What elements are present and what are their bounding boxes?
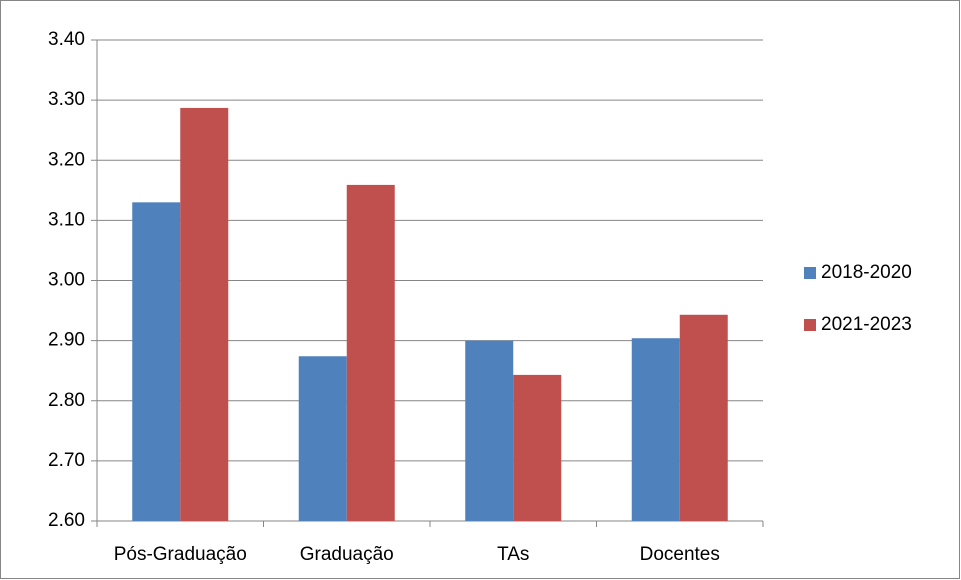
y-tick-label: 3.30: [48, 89, 85, 110]
y-tick-label: 2.60: [48, 510, 85, 531]
legend-swatch: [804, 319, 816, 331]
x-tick-label: TAs: [497, 544, 529, 565]
legend-label: 2018-2020: [821, 262, 912, 283]
bar: [180, 107, 229, 521]
x-tick-label: Graduação: [300, 544, 394, 565]
x-tick-label: Pós-Graduação: [114, 544, 247, 565]
bar: [465, 340, 514, 521]
x-tick-label: Docentes: [640, 544, 720, 565]
bar: [132, 202, 181, 521]
y-tick-label: 2.90: [48, 330, 85, 351]
bar: [513, 374, 562, 521]
bar: [631, 338, 680, 521]
y-tick-label: 3.00: [48, 270, 85, 291]
bar: [298, 356, 347, 521]
y-tick-label: 3.20: [48, 149, 85, 170]
legend-swatch: [804, 267, 816, 279]
bar: [679, 314, 728, 521]
y-tick-label: 3.40: [48, 29, 85, 50]
bar: [346, 184, 395, 521]
y-tick-label: 3.10: [48, 209, 85, 230]
y-tick-label: 2.70: [48, 450, 85, 471]
y-tick-label: 2.80: [48, 390, 85, 411]
legend-label: 2021-2023: [821, 314, 912, 335]
